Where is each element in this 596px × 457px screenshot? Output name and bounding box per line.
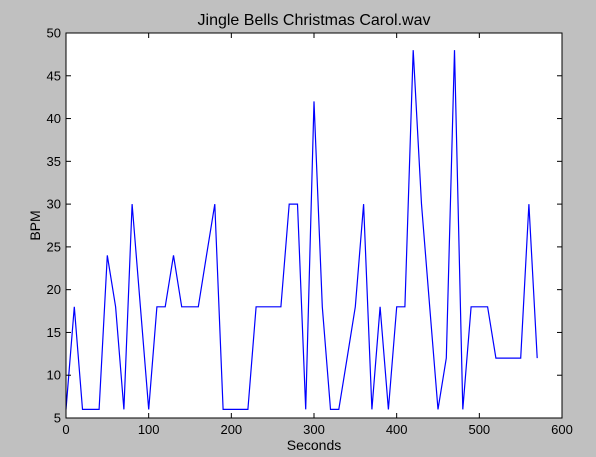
x-tick-label: 200 bbox=[220, 422, 242, 437]
x-tick-label: 400 bbox=[386, 422, 408, 437]
y-tick-label: 5 bbox=[54, 411, 61, 426]
x-tick-label: 0 bbox=[62, 422, 69, 437]
y-axis-label: BPM bbox=[27, 210, 43, 240]
y-tick-label: 20 bbox=[47, 282, 61, 297]
y-tick-label: 30 bbox=[47, 197, 61, 212]
series-line bbox=[65, 50, 538, 410]
x-tick-label: 100 bbox=[138, 422, 160, 437]
y-tick-label: 25 bbox=[47, 239, 61, 254]
y-tick-label: 40 bbox=[47, 111, 61, 126]
x-tick-label: 600 bbox=[551, 422, 573, 437]
x-axis-label: Seconds bbox=[287, 437, 341, 453]
x-tick-label: 300 bbox=[303, 422, 325, 437]
y-tick-label: 45 bbox=[47, 68, 61, 83]
y-tick-label: 50 bbox=[47, 26, 61, 41]
x-axis: 0 100 200 300 400 500 600 bbox=[62, 33, 573, 437]
plot-area bbox=[66, 33, 562, 418]
y-tick-label: 35 bbox=[47, 154, 61, 169]
y-tick-label: 10 bbox=[47, 368, 61, 383]
y-tick-label: 15 bbox=[47, 325, 61, 340]
y-axis: 5 10 15 20 25 30 35 40 45 50 bbox=[47, 26, 562, 426]
x-tick-label: 500 bbox=[468, 422, 490, 437]
chart-title: Jingle Bells Christmas Carol.wav bbox=[198, 12, 431, 29]
series-layer bbox=[65, 50, 538, 410]
